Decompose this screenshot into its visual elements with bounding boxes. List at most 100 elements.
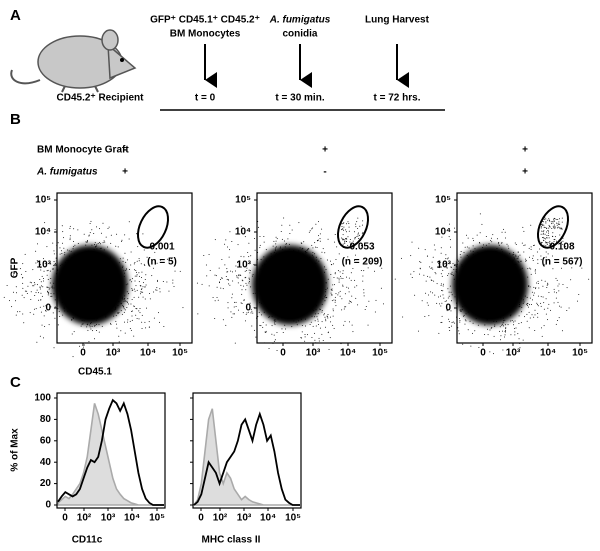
cell-dot	[131, 278, 133, 280]
cell-dot	[315, 309, 317, 311]
cell-dot	[427, 275, 429, 277]
cell-dot	[332, 310, 334, 312]
cell-dot	[205, 264, 207, 266]
cell-dot	[123, 308, 125, 310]
cell-dot	[215, 275, 217, 277]
condition-sign: -	[323, 167, 326, 178]
cell-dot	[446, 310, 448, 312]
cell-dot	[459, 254, 461, 256]
cell-dot	[536, 302, 538, 304]
gate-count: (n = 567)	[542, 257, 583, 268]
cell-dot	[153, 291, 155, 293]
cell-dot	[116, 233, 118, 235]
cell-dot	[319, 327, 321, 329]
cell-dot	[33, 313, 35, 315]
cell-dot	[362, 220, 364, 222]
cell-dot	[73, 241, 75, 243]
cell-dot	[158, 321, 160, 323]
cell-dot	[98, 324, 100, 326]
cell-dot	[115, 306, 117, 308]
cell-dot	[154, 251, 156, 253]
cell-dot	[319, 233, 321, 235]
cell-dot	[438, 261, 440, 263]
y-tick-label: 10⁴	[35, 227, 51, 238]
cell-dot	[458, 333, 460, 335]
cell-dot	[113, 315, 115, 317]
cell-dot	[556, 279, 558, 281]
cell-dot	[88, 234, 90, 236]
cell-dot	[487, 315, 489, 317]
cell-dot	[363, 295, 365, 297]
cell-dot	[275, 247, 277, 249]
cell-dot	[367, 324, 369, 326]
cell-dot	[63, 247, 65, 249]
cell-dot	[344, 320, 346, 322]
cell-dot	[24, 253, 26, 255]
cell-dot	[234, 342, 236, 344]
cell-dot	[517, 251, 519, 253]
cell-dot	[348, 291, 350, 293]
cell-dot	[331, 300, 333, 302]
cell-dot	[502, 320, 504, 322]
cell-dot	[466, 246, 468, 248]
cell-dot	[216, 296, 218, 298]
cell-dot	[317, 221, 319, 223]
cell-dot	[493, 335, 495, 337]
cell-dot	[532, 255, 534, 257]
cell-dot	[336, 246, 338, 248]
cell-dot	[99, 228, 101, 230]
cell-dot	[246, 267, 248, 269]
cell-dot	[35, 262, 37, 264]
cell-dot	[537, 259, 539, 261]
cell-dot	[489, 351, 491, 353]
cell-dot	[486, 319, 488, 321]
cell-dot	[229, 249, 231, 251]
cell-dot	[375, 299, 377, 301]
cell-dot	[282, 249, 284, 251]
recipient-label: CD45.2⁺ Recipient	[57, 93, 145, 104]
cell-dot	[251, 310, 253, 312]
cell-dot	[252, 312, 254, 314]
cell-dot	[551, 227, 553, 229]
cell-dot	[50, 277, 52, 279]
cell-dot	[347, 287, 349, 289]
cell-dot	[105, 236, 107, 238]
cell-dot	[73, 246, 75, 248]
cell-dot	[244, 320, 246, 322]
cell-dot	[291, 326, 293, 328]
cell-dot	[252, 275, 254, 277]
cell-dot	[501, 242, 503, 244]
cell-dot	[556, 222, 558, 224]
cell-dot	[38, 292, 40, 294]
cell-dot	[263, 236, 265, 238]
cell-dot	[265, 260, 267, 262]
cell-dot	[546, 287, 548, 289]
cell-dot	[101, 256, 103, 258]
cell-dot	[39, 288, 41, 290]
cloud-core	[260, 251, 320, 319]
cell-dot	[126, 291, 128, 293]
cell-dot	[124, 309, 126, 311]
cell-dot	[362, 231, 364, 233]
cell-dot	[221, 277, 223, 279]
cell-dot	[315, 256, 317, 258]
cell-dot	[499, 326, 501, 328]
cell-dot	[91, 314, 93, 316]
cell-dot	[302, 247, 304, 249]
cell-dot	[110, 257, 112, 259]
cell-dot	[331, 289, 333, 291]
cell-dot	[516, 257, 518, 259]
cell-dot	[461, 264, 463, 266]
cell-dot	[50, 295, 52, 297]
cell-dot	[47, 290, 49, 292]
cell-dot	[515, 254, 517, 256]
cell-dot	[345, 229, 347, 231]
cell-dot	[473, 240, 475, 242]
cell-dot	[524, 244, 526, 246]
y-tick-label: 10³	[437, 260, 452, 271]
cell-dot	[503, 317, 505, 319]
cell-dot	[394, 278, 396, 280]
cell-dot	[156, 287, 158, 289]
cell-dot	[235, 305, 237, 307]
cell-dot	[314, 332, 316, 334]
